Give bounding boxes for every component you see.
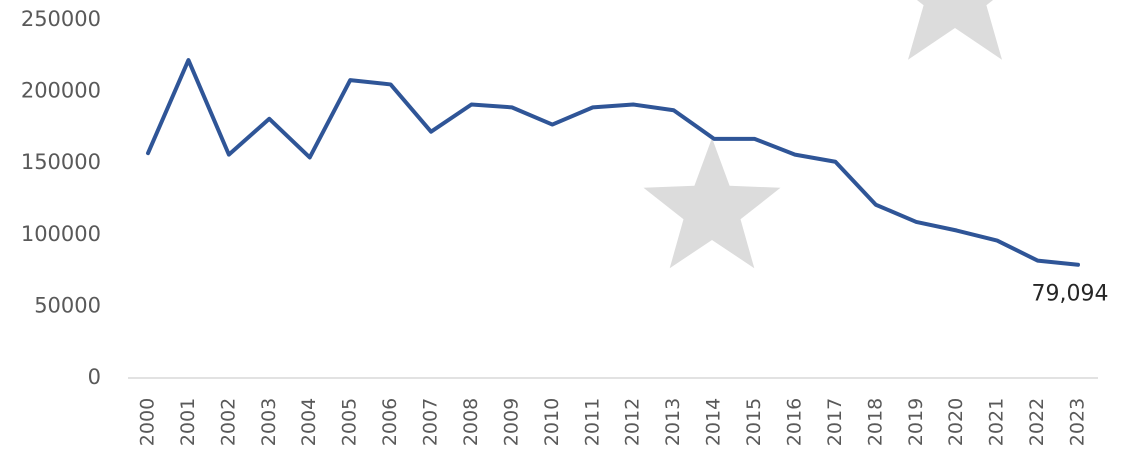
- x-tick-label: 2016: [783, 398, 805, 446]
- x-tick-label: 2010: [541, 398, 563, 446]
- background-decoration: [643, 0, 1002, 269]
- x-tick-label: 2023: [1067, 398, 1089, 446]
- y-tick-label: 0: [88, 365, 101, 389]
- x-tick-label: 2012: [622, 398, 644, 446]
- x-tick-label: 2022: [1026, 398, 1048, 446]
- y-tick-label: 200000: [21, 79, 101, 103]
- x-tick-label: 2020: [945, 398, 967, 446]
- y-tick-label: 100000: [21, 222, 101, 246]
- star: [908, 0, 1002, 60]
- x-tick-label: 2002: [217, 398, 239, 446]
- x-tick-label: 2017: [824, 398, 846, 446]
- x-tick-label: 2000: [137, 398, 159, 446]
- x-tick-label: 2005: [339, 398, 361, 446]
- x-tick-label: 2003: [258, 398, 280, 446]
- star: [643, 138, 781, 269]
- x-tick-label: 2014: [703, 398, 725, 446]
- x-tick-label: 2021: [986, 398, 1008, 446]
- data-line: [146, 58, 1080, 267]
- x-tick-label: 2013: [662, 398, 684, 446]
- x-tick-label: 2004: [298, 398, 320, 446]
- x-tick-label: 2001: [177, 398, 199, 446]
- y-tick-label: 50000: [34, 293, 101, 317]
- x-tick-label: 2011: [581, 398, 603, 446]
- x-tick-label: 2009: [500, 398, 522, 446]
- y-tick-label: 150000: [21, 150, 101, 174]
- x-tick-label: 2019: [905, 398, 927, 446]
- x-tick-label: 2018: [864, 398, 886, 446]
- y-tick-label: 250000: [21, 7, 101, 31]
- x-tick-label: 2006: [379, 398, 401, 446]
- x-tick-label: 2007: [420, 398, 442, 446]
- x-tick-label: 2008: [460, 398, 482, 446]
- data-label: 79,094: [1032, 282, 1109, 307]
- x-tick-label: 2015: [743, 398, 765, 446]
